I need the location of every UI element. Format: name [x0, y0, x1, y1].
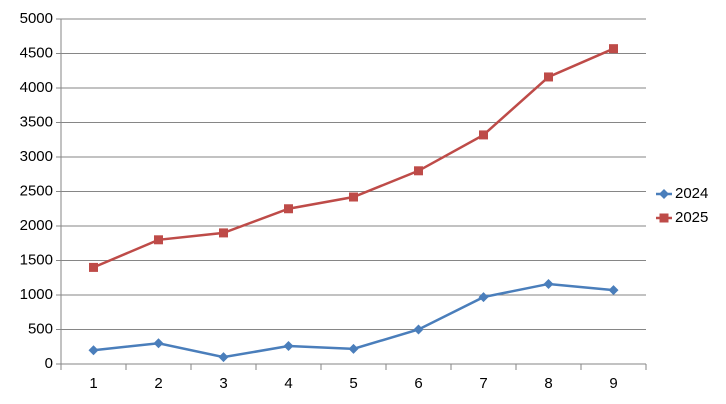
x-tick-label: 3 — [219, 375, 227, 392]
series-marker — [544, 72, 553, 82]
x-tick-label: 8 — [544, 375, 552, 392]
legend-label: 2025 — [675, 209, 708, 226]
series-line — [93, 47, 614, 269]
series-marker — [283, 341, 294, 352]
y-tick-label: 2500 — [20, 182, 53, 199]
y-tick-label: 3500 — [20, 113, 53, 130]
y-tick-label: 500 — [28, 320, 53, 337]
legend-marker — [659, 189, 669, 199]
series-marker — [609, 44, 618, 54]
series-marker — [154, 235, 163, 245]
y-tick-label: 3000 — [20, 148, 53, 165]
series-marker — [219, 228, 228, 238]
y-tick-label: 0 — [45, 355, 53, 372]
series-marker — [349, 192, 358, 202]
series-marker — [608, 285, 619, 296]
series-marker — [153, 338, 164, 349]
x-tick-label: 5 — [349, 375, 357, 392]
series-marker — [478, 292, 489, 303]
series-marker — [348, 343, 359, 354]
x-tick-label: 6 — [414, 375, 422, 392]
y-tick-label: 2000 — [20, 217, 53, 234]
y-tick-label: 4000 — [20, 79, 53, 96]
series-marker — [479, 130, 488, 140]
series-marker — [218, 352, 229, 363]
x-tick-label: 2 — [154, 375, 162, 392]
y-tick-label: 1000 — [20, 286, 53, 303]
x-tick-label: 1 — [89, 375, 97, 392]
series-marker — [414, 166, 423, 176]
series-marker — [88, 345, 99, 356]
series-marker — [543, 278, 554, 289]
series-marker — [284, 204, 293, 214]
y-tick-label: 1500 — [20, 251, 53, 268]
series-marker — [413, 324, 424, 335]
legend-marker — [659, 213, 669, 223]
x-tick-label: 9 — [609, 375, 617, 392]
x-tick-label: 7 — [479, 375, 487, 392]
x-tick-label: 4 — [284, 375, 292, 392]
legend-label: 2024 — [675, 185, 708, 202]
y-tick-label: 5000 — [20, 10, 53, 27]
series-marker — [89, 262, 98, 272]
y-tick-label: 4500 — [20, 44, 53, 61]
